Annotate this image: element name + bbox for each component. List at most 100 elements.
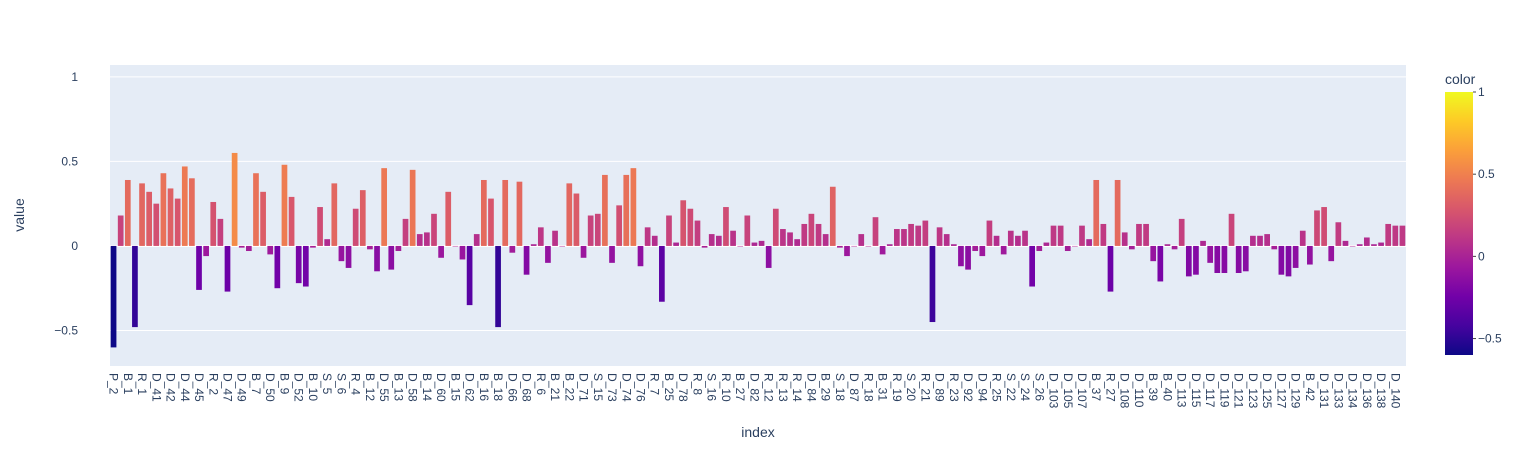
bar — [730, 230, 736, 246]
bar — [416, 234, 423, 246]
x-tick-label: D_55 — [377, 373, 391, 402]
bar — [1250, 235, 1256, 246]
bar — [1007, 230, 1014, 246]
bar — [580, 245, 587, 258]
bar — [1086, 239, 1092, 246]
bar — [1114, 179, 1121, 246]
x-tick-label: R_19 — [890, 373, 904, 402]
bar — [1292, 245, 1299, 268]
bar — [1136, 223, 1142, 246]
x-tick-label: D_62 — [463, 373, 477, 402]
x-tick-label: R_12 — [762, 373, 776, 402]
x-tick-label: D_92 — [961, 373, 975, 402]
bar — [1399, 225, 1406, 246]
bar — [274, 245, 281, 289]
bar — [530, 244, 537, 246]
x-tick-label: B_22 — [562, 373, 576, 401]
bar — [630, 168, 637, 246]
bar — [224, 245, 231, 292]
x-tick-label: S_16 — [705, 373, 719, 401]
bar — [160, 173, 167, 246]
bar — [993, 235, 1000, 246]
bar — [1349, 245, 1356, 247]
plot-background — [110, 65, 1406, 366]
x-tick-label: D_136 — [1360, 373, 1374, 409]
bar — [1029, 245, 1036, 287]
x-tick-label: D_50 — [263, 373, 277, 402]
bar — [765, 245, 772, 268]
x-tick-label: B_42 — [1303, 373, 1317, 401]
x-tick-label: D_84 — [804, 373, 818, 402]
bar — [958, 245, 964, 267]
bar — [488, 198, 494, 246]
x-tick-label: D_119 — [1217, 373, 1231, 408]
bar — [132, 245, 138, 328]
x-tick-label: S_26 — [1032, 373, 1046, 401]
x-tick-label: B_25 — [662, 373, 676, 401]
bar — [146, 191, 153, 246]
x-tick-label: S_5 — [320, 373, 334, 395]
bar — [246, 245, 252, 252]
bar — [317, 207, 323, 246]
bar — [644, 227, 651, 246]
bar — [872, 217, 879, 246]
x-tick-label: D_117 — [1203, 373, 1217, 408]
bar — [1107, 245, 1114, 292]
bar — [1392, 225, 1399, 246]
bar — [217, 218, 224, 246]
bar — [1043, 242, 1050, 246]
bar — [915, 225, 922, 246]
bar — [516, 181, 523, 246]
bar — [445, 191, 452, 246]
bar — [587, 215, 594, 246]
x-tick-label: B_15 — [448, 373, 462, 401]
bar — [886, 244, 893, 246]
bar — [1385, 223, 1392, 246]
bar — [808, 213, 815, 246]
bar — [117, 215, 124, 246]
bar — [1022, 230, 1028, 246]
x-tick-label: B_12 — [363, 373, 377, 401]
x-tick-label: D_129 — [1289, 373, 1303, 409]
bar — [174, 198, 181, 246]
x-tick-label: R_27 — [1103, 373, 1117, 402]
bar — [837, 245, 843, 248]
x-tick-label: D_134 — [1346, 373, 1360, 409]
x-tick-label: R_14 — [790, 373, 804, 402]
bar — [780, 229, 786, 246]
bar — [1121, 232, 1128, 246]
bar — [1036, 245, 1043, 252]
bar — [787, 232, 793, 246]
bar — [302, 245, 309, 287]
bar — [936, 227, 943, 246]
x-tick-label: S_22 — [1004, 373, 1018, 401]
x-tick-label: D_78 — [676, 373, 690, 402]
bar — [281, 164, 288, 246]
x-tick-label: B_27 — [733, 373, 747, 401]
bar — [203, 245, 209, 257]
y-tick-label: 1 — [71, 70, 78, 84]
bar — [345, 245, 352, 268]
x-tick-label: D_103 — [1047, 373, 1061, 409]
bar — [758, 240, 765, 246]
x-tick-label: D_42 — [164, 373, 178, 402]
bar — [1193, 245, 1199, 275]
bar — [1328, 245, 1335, 262]
bar — [694, 220, 701, 246]
bar — [409, 169, 416, 246]
x-tick-label: D_76 — [634, 373, 648, 402]
colorbar-tick-label: 1 — [1478, 85, 1485, 99]
bar — [651, 235, 658, 246]
bar — [723, 207, 729, 246]
bar — [623, 174, 630, 246]
x-tick-label: D_125 — [1260, 373, 1274, 409]
x-tick-label: D_45 — [192, 373, 206, 402]
bar — [829, 186, 836, 246]
x-tick-label: D_123 — [1246, 373, 1260, 409]
bar — [381, 168, 388, 246]
x-tick-label: D_44 — [178, 373, 192, 402]
x-tick-label: R_10 — [719, 373, 733, 402]
bar — [1093, 179, 1100, 246]
bar — [1299, 230, 1306, 246]
x-tick-label: D_127 — [1274, 373, 1288, 409]
